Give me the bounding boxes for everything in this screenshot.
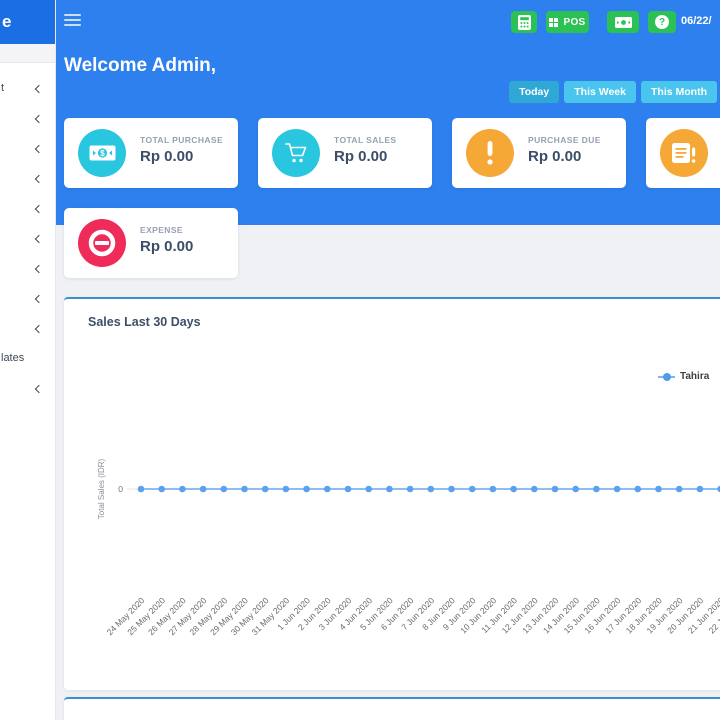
stat-label: EXPENSE bbox=[140, 225, 183, 235]
invoice-alert-icon bbox=[660, 129, 708, 177]
chart-legend-item[interactable]: Tahira bbox=[658, 371, 709, 382]
legend-marker-icon bbox=[658, 372, 675, 381]
chevron-left-icon bbox=[34, 174, 44, 184]
brand-text: e bbox=[2, 12, 12, 31]
chevron-left-icon bbox=[34, 294, 44, 304]
svg-text:Total Sales (IDR): Total Sales (IDR) bbox=[97, 458, 106, 519]
date-filter-group: Today This Week This Month bbox=[509, 81, 717, 103]
cart-icon bbox=[272, 129, 320, 177]
sidebar-item[interactable] bbox=[0, 374, 55, 404]
stat-label: PURCHASE DUE bbox=[528, 135, 601, 145]
chart-title: Sales Last 30 Days bbox=[88, 315, 201, 329]
minus-circle-icon bbox=[78, 219, 126, 267]
exclamation-icon bbox=[466, 129, 514, 177]
expense-card: EXPENSE Rp 0.00 bbox=[64, 208, 238, 278]
sidebar-item-label: t bbox=[1, 82, 5, 94]
stat-value: Rp 0.00 bbox=[140, 148, 194, 165]
sidebar-logo[interactable]: e bbox=[0, 0, 55, 44]
legend-series-name: Tahira bbox=[680, 371, 710, 382]
cash-icon bbox=[614, 16, 632, 28]
chevron-left-icon bbox=[34, 384, 44, 394]
sidebar-item[interactable] bbox=[0, 194, 55, 224]
banknote-icon: $ bbox=[78, 129, 126, 177]
invoice-due-card: INVOICE DUE Rp 0.00 bbox=[646, 118, 720, 188]
help-button[interactable]: ? bbox=[648, 11, 676, 33]
sidebar-item[interactable] bbox=[0, 164, 55, 194]
total-purchase-card: $ TOTAL PURCHASE Rp 0.00 bbox=[64, 118, 238, 188]
sidebar: e t lates bbox=[0, 0, 56, 720]
hamburger-menu-icon[interactable] bbox=[64, 14, 81, 28]
chevron-left-icon bbox=[34, 264, 44, 274]
calculator-icon bbox=[517, 14, 531, 30]
svg-text:0: 0 bbox=[118, 484, 123, 494]
sidebar-item[interactable] bbox=[0, 254, 55, 284]
sidebar-divider bbox=[0, 44, 55, 63]
help-icon: ? bbox=[655, 15, 669, 29]
chevron-left-icon bbox=[34, 84, 44, 94]
stat-value: Rp 0.00 bbox=[140, 238, 194, 255]
sidebar-item[interactable] bbox=[0, 284, 55, 314]
page-title: Welcome Admin, bbox=[64, 55, 217, 76]
pos-button[interactable]: POS bbox=[546, 11, 589, 33]
sales-chart-card: Sales Last 30 Days Tahira Total Sales (I… bbox=[64, 297, 720, 690]
stat-value: Rp 0.00 bbox=[334, 148, 388, 165]
sidebar-menu: t lates bbox=[0, 74, 55, 404]
stat-label: TOTAL PURCHASE bbox=[140, 135, 224, 145]
filter-this-week-button[interactable]: This Week bbox=[564, 81, 636, 103]
chevron-left-icon bbox=[34, 324, 44, 334]
grid-icon bbox=[549, 17, 559, 27]
sidebar-item[interactable]: t bbox=[0, 74, 55, 104]
sidebar-item[interactable] bbox=[0, 224, 55, 254]
sidebar-item[interactable] bbox=[0, 134, 55, 164]
chevron-left-icon bbox=[34, 234, 44, 244]
chevron-left-icon bbox=[34, 144, 44, 154]
sidebar-item[interactable] bbox=[0, 104, 55, 134]
cash-register-button[interactable] bbox=[607, 11, 639, 33]
calculator-button[interactable] bbox=[511, 11, 537, 33]
sidebar-item[interactable]: lates bbox=[0, 344, 55, 374]
stat-label: TOTAL SALES bbox=[334, 135, 397, 145]
filter-this-month-button[interactable]: This Month bbox=[641, 81, 717, 103]
svg-text:$: $ bbox=[100, 149, 105, 158]
purchase-due-card: PURCHASE DUE Rp 0.00 bbox=[452, 118, 626, 188]
chevron-left-icon bbox=[34, 204, 44, 214]
current-date: 06/22/ bbox=[681, 15, 712, 27]
sidebar-item[interactable] bbox=[0, 314, 55, 344]
total-sales-card: TOTAL SALES Rp 0.00 bbox=[258, 118, 432, 188]
sidebar-item-label: lates bbox=[1, 352, 25, 364]
top-navbar: POS ? 06/22/ bbox=[55, 0, 720, 44]
pos-button-label: POS bbox=[563, 16, 586, 28]
stat-value: Rp 0.00 bbox=[528, 148, 582, 165]
chevron-left-icon bbox=[34, 114, 44, 124]
next-section-card bbox=[64, 697, 720, 720]
filter-today-button[interactable]: Today bbox=[509, 81, 560, 103]
